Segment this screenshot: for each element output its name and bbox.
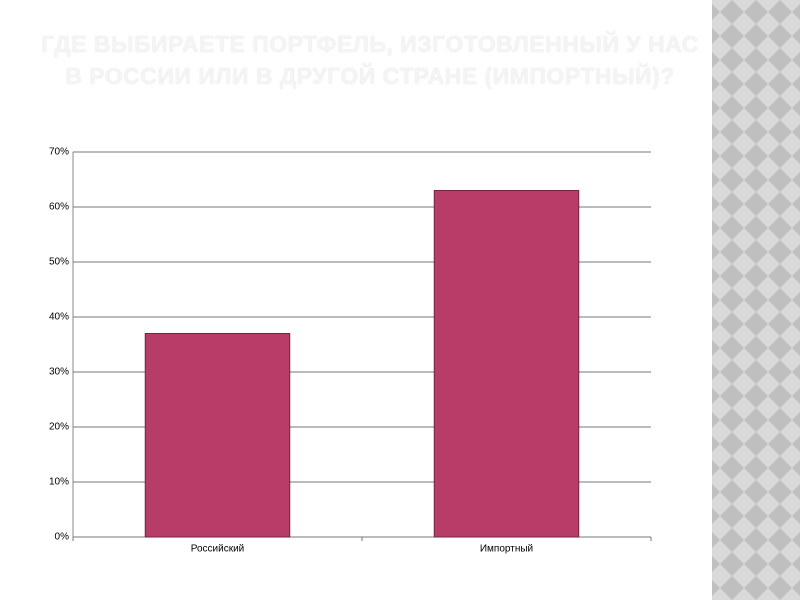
decor-strip [712, 0, 800, 600]
x-tick-label: Российский [191, 544, 245, 555]
bar [433, 190, 580, 538]
y-tick-label: 0% [55, 532, 70, 543]
y-tick-label: 60% [49, 202, 69, 213]
chart-title: ГДЕ ВЫБИРАЕТЕ ПОРТФЕЛЬ, ИЗГОТОВЛЕННЫЙ У … [41, 31, 699, 89]
bar [144, 333, 291, 538]
y-tick-label: 20% [49, 422, 69, 433]
y-tick-label: 30% [49, 367, 69, 378]
x-tick-label: Импортный [480, 544, 533, 555]
y-tick-label: 10% [49, 477, 69, 488]
y-tick-label: 70% [49, 147, 69, 158]
y-tick-label: 50% [49, 257, 69, 268]
y-tick-label: 40% [49, 312, 69, 323]
